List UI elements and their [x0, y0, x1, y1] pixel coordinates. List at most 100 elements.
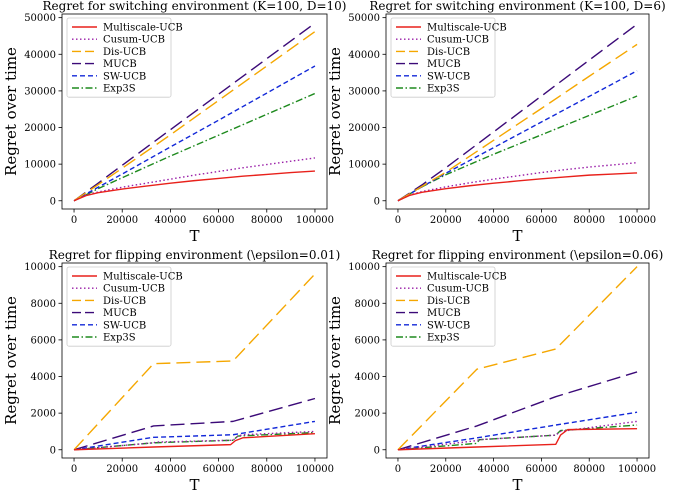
legend-label: SW-UCB	[427, 71, 470, 82]
series-line-mucb	[73, 22, 316, 202]
series-line-sw-ucb	[397, 411, 638, 451]
series-line-dis-ucb	[397, 266, 638, 451]
legend-label: MUCB	[103, 308, 137, 319]
y-tick-label: 6000	[355, 335, 380, 346]
x-tick-label: 20000	[430, 215, 462, 226]
legend-label: MUCB	[427, 308, 461, 319]
chart-panel-4: Regret for flipping environment (\epsilo…	[326, 248, 663, 491]
legend-label: MUCB	[427, 59, 461, 70]
legend-box	[390, 17, 496, 98]
chart-panel-2: Regret for switching environment (K=100,…	[326, 0, 666, 245]
x-tick-label: 80000	[251, 215, 283, 226]
x-tick-label: 0	[395, 464, 401, 475]
x-tick-label: 80000	[573, 215, 605, 226]
series-line-multiscale-ucb	[397, 172, 638, 202]
x-tick-label: 40000	[155, 464, 187, 475]
x-tick-label: 60000	[526, 215, 558, 226]
y-axis-label: Regret over time	[2, 296, 20, 425]
series-line-cusum-ucb	[73, 157, 316, 202]
legend-label: Dis-UCB	[103, 47, 146, 58]
y-tick-label: 30000	[348, 86, 380, 97]
series-line-mucb	[397, 371, 638, 451]
x-tick-label: 20000	[430, 464, 462, 475]
y-tick-label: 10000	[24, 160, 56, 171]
series-line-cusum-ucb	[397, 161, 638, 202]
y-tick-label: 10000	[348, 262, 380, 273]
legend-label: Multiscale-UCB	[103, 272, 183, 283]
y-tick-label: 0	[50, 196, 56, 207]
legend-label: SW-UCB	[427, 320, 470, 331]
x-tick-label: 80000	[251, 464, 283, 475]
series-line-multiscale-ucb	[397, 428, 638, 451]
y-axis-label: Regret over time	[326, 296, 344, 425]
y-axis-label: Regret over time	[2, 47, 20, 176]
legend-label: Multiscale-UCB	[427, 23, 507, 34]
plot-frame	[61, 13, 328, 210]
legend-box	[390, 266, 496, 347]
series-line-exp3s	[397, 95, 638, 202]
x-tick-label: 60000	[203, 215, 235, 226]
x-tick-label: 80000	[573, 464, 605, 475]
chart-title: Regret for flipping environment (\epsilo…	[49, 248, 341, 262]
x-tick-label: 100000	[296, 215, 334, 226]
x-tick-label: 0	[395, 215, 401, 226]
x-tick-label: 100000	[618, 464, 656, 475]
y-tick-label: 8000	[31, 299, 56, 310]
y-tick-label: 2000	[31, 409, 56, 420]
y-tick-label: 50000	[24, 13, 56, 24]
legend-label: SW-UCB	[103, 71, 146, 82]
legend-label: Multiscale-UCB	[103, 23, 183, 34]
legend-label: Dis-UCB	[427, 296, 470, 307]
y-tick-label: 30000	[24, 86, 56, 97]
legend-label: Cusum-UCB	[103, 284, 165, 295]
legend: Multiscale-UCBCusum-UCBDis-UCBMUCBSW-UCB…	[390, 266, 507, 347]
x-tick-label: 0	[71, 215, 77, 226]
x-tick-label: 40000	[478, 215, 510, 226]
y-tick-label: 10000	[348, 160, 380, 171]
chart-title: Regret for switching environment (K=100,…	[369, 0, 665, 13]
plot-frame	[385, 13, 650, 210]
series-line-mucb	[73, 397, 316, 451]
y-tick-label: 8000	[355, 299, 380, 310]
y-tick-label: 20000	[24, 123, 56, 134]
legend-label: Cusum-UCB	[103, 35, 165, 46]
chart-panel-3: Regret for flipping environment (\epsilo…	[2, 248, 340, 491]
x-tick-label: 100000	[296, 464, 334, 475]
legend-label: Cusum-UCB	[427, 35, 489, 46]
x-tick-label: 20000	[106, 215, 138, 226]
legend-label: Exp3S	[427, 84, 460, 95]
x-axis-label: T	[512, 227, 522, 245]
series-line-cusum-ucb	[397, 420, 638, 451]
y-tick-label: 0	[50, 445, 56, 456]
series-line-sw-ucb	[73, 65, 316, 202]
legend-label: SW-UCB	[103, 320, 146, 331]
y-tick-label: 0	[374, 196, 380, 207]
y-tick-label: 50000	[348, 13, 380, 24]
legend-box	[66, 17, 172, 98]
plot-frame	[61, 262, 328, 459]
series-line-multiscale-ucb	[74, 432, 315, 451]
legend-label: Exp3S	[103, 84, 136, 95]
series-line-sw-ucb	[73, 420, 316, 451]
y-tick-label: 10000	[24, 262, 56, 273]
y-tick-label: 4000	[355, 372, 380, 383]
legend: Multiscale-UCBCusum-UCBDis-UCBMUCBSW-UCB…	[66, 17, 183, 98]
legend: Multiscale-UCBCusum-UCBDis-UCBMUCBSW-UCB…	[66, 266, 183, 347]
x-axis-label: T	[512, 476, 522, 491]
series-line-multiscale-ucb	[73, 170, 315, 202]
x-tick-label: 100000	[618, 215, 656, 226]
legend: Multiscale-UCBCusum-UCBDis-UCBMUCBSW-UCB…	[390, 17, 507, 98]
y-axis-label: Regret over time	[326, 47, 344, 176]
series-line-exp3s	[73, 431, 315, 451]
series-line-dis-ucb	[73, 31, 316, 202]
x-tick-label: 20000	[106, 464, 138, 475]
series-line-exp3s	[73, 92, 316, 202]
plot-frame	[385, 262, 650, 459]
chart-title: Regret for switching environment (K=100,…	[43, 0, 347, 13]
y-tick-label: 20000	[348, 123, 380, 134]
legend-label: Exp3S	[103, 333, 136, 344]
x-tick-label: 40000	[478, 464, 510, 475]
legend-label: Multiscale-UCB	[427, 272, 507, 283]
y-tick-label: 0	[374, 445, 380, 456]
